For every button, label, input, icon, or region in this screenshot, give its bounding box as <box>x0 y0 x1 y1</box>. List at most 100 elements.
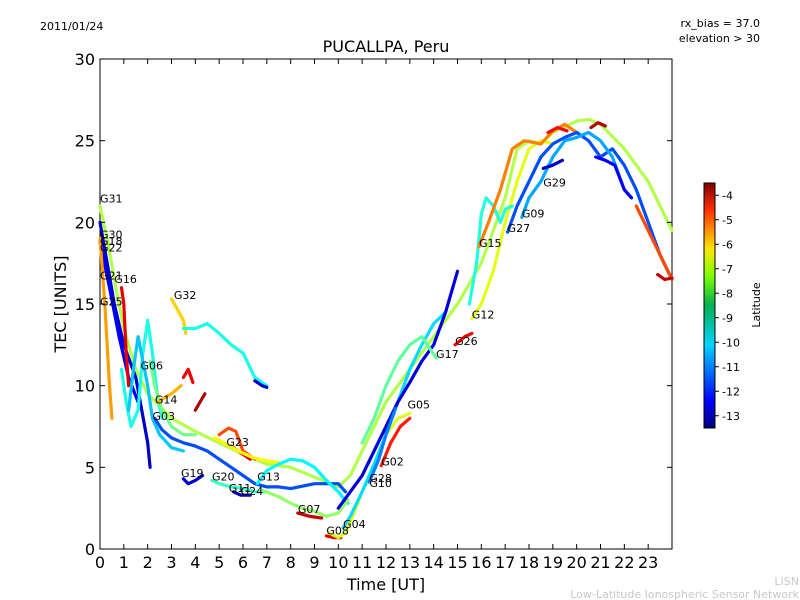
date-label: 2011/01/24 <box>40 20 103 33</box>
x-tick-label: 16 <box>471 553 491 572</box>
satellite-label-g05: G05 <box>407 399 430 412</box>
tec-track-21 <box>231 490 252 497</box>
satellite-label-g29: G29 <box>543 176 566 189</box>
x-tick-label: 18 <box>519 553 539 572</box>
y-tick-label: 10 <box>75 377 95 396</box>
satellite-label-g19: G19 <box>181 467 204 480</box>
x-tick-label: 1 <box>119 553 129 572</box>
tec-track-2 <box>98 220 152 469</box>
tec-track-40 <box>589 121 607 130</box>
x-tick-label: 19 <box>543 553 563 572</box>
colorbar-tick-label: -12 <box>722 385 740 398</box>
tec-track-22 <box>255 457 350 505</box>
satellite-label-g28: G28 <box>369 472 392 485</box>
colorbar-tick-label: -4 <box>722 189 733 202</box>
satellite-label-g27: G27 <box>508 222 531 235</box>
satellite-label-g26: G26 <box>455 335 478 348</box>
tec-track-7 <box>127 335 185 453</box>
x-tick-label: 5 <box>214 553 224 572</box>
satellite-label-g32: G32 <box>174 289 197 302</box>
plot-area <box>99 58 673 550</box>
chart-title: PUCALLPA, Peru <box>323 37 450 56</box>
satellite-label-g15: G15 <box>479 237 502 250</box>
tec-track-18 <box>212 436 281 464</box>
tec-track-38 <box>541 158 564 170</box>
tec-track-5 <box>119 286 131 388</box>
satellite-label-g12: G12 <box>472 309 495 322</box>
tec-track-30 <box>379 416 412 468</box>
x-tick-label: 7 <box>262 553 272 572</box>
tec-track-34 <box>467 196 514 306</box>
satellite-label-g13: G13 <box>257 470 280 483</box>
satellite-label-g20: G20 <box>212 470 235 483</box>
satellite-label-g16: G16 <box>114 273 137 286</box>
colorbar <box>703 182 716 429</box>
tec-track-36 <box>506 130 674 282</box>
colorbar-tick-label: -11 <box>722 361 740 374</box>
tec-track-20 <box>210 478 269 494</box>
colorbar-tick-label: -7 <box>722 263 733 276</box>
tec-track-10 <box>181 322 269 388</box>
satellite-label-g03: G03 <box>152 410 175 423</box>
satellite-label-g18: G18 <box>100 235 123 248</box>
tec-track-8 <box>148 359 197 437</box>
tec-track-29 <box>367 406 398 484</box>
tec-track-9 <box>169 297 188 335</box>
satellite-label-g06: G06 <box>141 359 164 372</box>
satellite-label-g22: G22 <box>100 242 123 255</box>
tec-track-11 <box>253 379 269 389</box>
satellite-label-g23: G23 <box>226 436 249 449</box>
x-tick-label: 9 <box>309 553 319 572</box>
tec-track-19 <box>181 473 205 486</box>
tec-track-24 <box>296 511 324 520</box>
x-tick-label: 21 <box>590 553 610 572</box>
satellite-label-g04: G04 <box>343 518 366 531</box>
satellite-label-g10: G10 <box>369 477 392 490</box>
rx-bias-label: rx_bias = 37.0 <box>681 17 760 30</box>
x-tick-label: 15 <box>447 553 467 572</box>
y-tick-label: 5 <box>85 458 95 477</box>
y-tick-label: 20 <box>75 213 95 232</box>
satellite-label-g11: G11 <box>229 482 252 495</box>
colorbar-tick-label: -5 <box>722 214 733 227</box>
footer-lisn: LISN <box>774 575 799 588</box>
x-tick-label: 2 <box>143 553 153 572</box>
satellite-label-g14: G14 <box>155 394 178 407</box>
tec-track-13 <box>181 367 195 384</box>
satellite-label-g30: G30 <box>100 229 123 242</box>
x-tick-label: 6 <box>238 553 248 572</box>
satellite-label-g24: G24 <box>241 485 264 498</box>
ticks-layer: 0 1 2 3 4 5 6 7 8 9 10 11 12 13 14 15 16 17 18 19 20 21 22 2305… <box>75 50 672 572</box>
tec-track-42 <box>634 204 674 282</box>
x-tick-label: 12 <box>376 553 396 572</box>
satellite-label-g07: G07 <box>298 503 321 516</box>
tec-track-41 <box>594 155 634 200</box>
satellite-label-g09: G09 <box>522 207 545 220</box>
x-tick-label: 8 <box>286 553 296 572</box>
y-axis-label: TEC [UNITS] <box>51 256 70 354</box>
x-tick-label: 10 <box>328 553 348 572</box>
tec-track-39 <box>546 126 569 135</box>
x-tick-label: 4 <box>190 553 200 572</box>
x-tick-label: 23 <box>638 553 658 572</box>
colorbar-ticks: -4 -5 -6 -7 -8 -9 -10 -11 -12 -13 <box>715 189 740 423</box>
satellite-label-g31: G31 <box>100 193 123 206</box>
satellite-label-g02: G02 <box>381 456 404 469</box>
colorbar-tick-label: -6 <box>722 238 733 251</box>
satellite-label-g21: G21 <box>100 270 123 283</box>
tec-track-15 <box>153 416 348 494</box>
tec-track-23 <box>260 488 350 518</box>
tec-track-43 <box>656 273 674 282</box>
y-tick-label: 0 <box>85 540 95 559</box>
tec-track-12 <box>155 384 183 404</box>
colorbar-tick-label: -9 <box>722 312 733 325</box>
x-tick-label: 11 <box>352 553 372 572</box>
tec-track-35 <box>477 122 579 249</box>
colorbar-label: Latitude <box>750 282 763 328</box>
tec-track-14 <box>193 392 207 412</box>
tec-track-32 <box>453 331 474 347</box>
tec-track-4 <box>98 237 114 420</box>
x-tick-label: 17 <box>495 553 515 572</box>
